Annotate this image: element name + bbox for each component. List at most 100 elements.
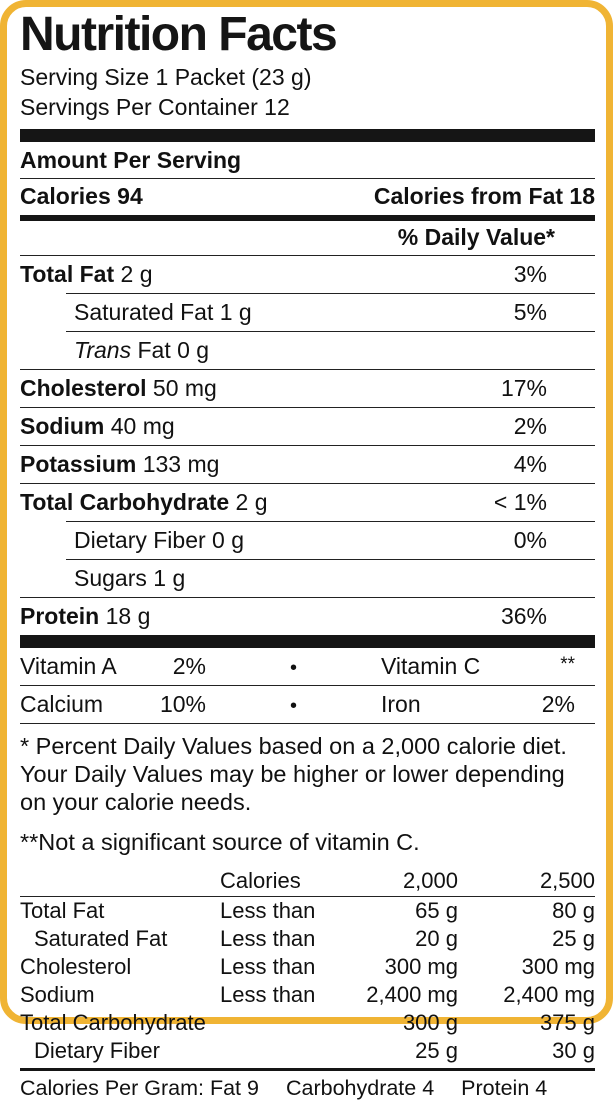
nutrition-facts-label: Nutrition Facts Serving Size 1 Packet (2… bbox=[20, 10, 595, 1101]
nutrient-amount: 133 mg bbox=[142, 450, 220, 477]
row-label: Total Carbohydrate bbox=[20, 1009, 206, 1035]
nutrient-dv: 36% bbox=[500, 602, 547, 629]
daily-values-footnote: * Percent Daily Values based on a 2,000 … bbox=[20, 732, 567, 815]
section-divider-bar bbox=[20, 634, 595, 648]
vitamin-c-footnote: **Not a significant source of vitamin C. bbox=[20, 828, 420, 855]
vitamin-value: ** bbox=[560, 653, 575, 675]
nutrient-row-sugars: Sugars 1 g bbox=[66, 558, 595, 597]
nutrient-row-trans-fat: Trans Fat 0 g bbox=[66, 330, 595, 369]
nutrient-dv: 3% bbox=[513, 260, 547, 287]
row-value-2000: 25 g bbox=[415, 1037, 458, 1063]
vitamin-row-a-c: Vitamin A 2% • Vitamin C ** bbox=[20, 648, 595, 685]
calories-divider-bar bbox=[20, 214, 595, 221]
bullet-separator: • bbox=[289, 656, 297, 679]
page-title: Nutrition Facts bbox=[20, 8, 338, 61]
bullet-separator: • bbox=[289, 694, 297, 717]
row-value-2500: 300 mg bbox=[521, 953, 595, 979]
row-value-2000: 20 g bbox=[415, 925, 458, 951]
vitamin-name: Iron bbox=[381, 690, 421, 717]
nutrient-amount: 0 g bbox=[177, 336, 210, 363]
nutrient-row-protein: Protein 18 g 36% bbox=[20, 596, 595, 635]
daily-values-table: Calories 2,000 2,500 Total Fat Less than… bbox=[20, 866, 595, 1065]
table-row-sodium: Sodium Less than 2,400 mg 2,400 mg bbox=[20, 981, 595, 1009]
nutrient-row-total-carbohydrate: Total Carbohydrate 2 g < 1% bbox=[20, 482, 595, 521]
nutrient-name-italic: Trans bbox=[74, 336, 132, 363]
nutrient-row-potassium: Potassium 133 mg 4% bbox=[20, 444, 595, 483]
nutrient-name: Saturated Fat bbox=[74, 298, 214, 325]
calories-per-gram-carbohydrate: Carbohydrate 4 bbox=[285, 1075, 435, 1100]
table-row-cholesterol: Cholesterol Less than 300 mg 300 mg bbox=[20, 953, 595, 981]
row-qualifier: Less than bbox=[220, 953, 316, 979]
row-label: Dietary Fiber bbox=[34, 1037, 160, 1063]
calories-row: Calories 94 Calories from Fat 18 bbox=[20, 177, 595, 215]
row-value-2500: 25 g bbox=[552, 925, 595, 951]
column-header-2000: 2,000 bbox=[402, 867, 458, 893]
nutrient-row-saturated-fat: Saturated Fat 1 g 5% bbox=[66, 292, 595, 331]
nutrient-amount: 1 g bbox=[153, 564, 186, 591]
vitamin-value: 2% bbox=[541, 690, 575, 717]
divider-line bbox=[20, 722, 595, 724]
calories-per-gram-fat: Calories Per Gram: Fat 9 bbox=[20, 1075, 259, 1100]
column-header-calories: Calories bbox=[220, 867, 301, 893]
row-value-2500: 80 g bbox=[552, 897, 595, 923]
vitamin-value: 10% bbox=[159, 690, 206, 717]
table-row-saturated-fat: Saturated Fat Less than 20 g 25 g bbox=[20, 925, 595, 953]
row-value-2500: 375 g bbox=[539, 1009, 595, 1035]
nutrient-row-total-fat: Total Fat 2 g 3% bbox=[20, 254, 595, 293]
row-qualifier: Less than bbox=[220, 981, 316, 1007]
row-label: Sodium bbox=[20, 981, 95, 1007]
table-row-total-carbohydrate: Total Carbohydrate 300 g 375 g bbox=[20, 1009, 595, 1037]
nutrient-amount: 2 g bbox=[235, 488, 268, 515]
nutrient-name: Sodium bbox=[20, 412, 105, 439]
nutrient-name: Total Fat bbox=[20, 260, 115, 287]
nutrient-amount: 1 g bbox=[219, 298, 252, 325]
nutrient-dv: 0% bbox=[513, 526, 547, 553]
nutrient-row-cholesterol: Cholesterol 50 mg 17% bbox=[20, 368, 595, 407]
nutrient-amount: 0 g bbox=[212, 526, 245, 553]
vitamin-row-calcium-iron: Calcium 10% • Iron 2% bbox=[20, 686, 595, 723]
nutrient-dv: 17% bbox=[500, 374, 547, 401]
nutrient-amount: 18 g bbox=[105, 602, 151, 629]
row-value-2000: 2,400 mg bbox=[366, 981, 458, 1007]
amount-per-serving-heading: Amount Per Serving bbox=[20, 146, 242, 173]
table-header-row: Calories 2,000 2,500 bbox=[20, 866, 595, 897]
row-value-2500: 2,400 mg bbox=[503, 981, 595, 1007]
serving-size: Serving Size 1 Packet (23 g) bbox=[20, 63, 312, 90]
row-value-2000: 300 g bbox=[402, 1009, 458, 1035]
nutrient-dv: 4% bbox=[513, 450, 547, 477]
nutrient-name: Potassium bbox=[20, 450, 137, 477]
servings-per-container: Servings Per Container 12 bbox=[20, 93, 290, 120]
nutrient-row-sodium: Sodium 40 mg 2% bbox=[20, 406, 595, 445]
divider-line bbox=[20, 684, 595, 686]
row-value-2000: 65 g bbox=[415, 897, 458, 923]
nutrient-row-dietary-fiber: Dietary Fiber 0 g 0% bbox=[66, 520, 595, 559]
vitamin-value: 2% bbox=[172, 652, 206, 679]
nutrient-name: Dietary Fiber bbox=[74, 526, 206, 553]
vitamin-name: Vitamin C bbox=[381, 652, 481, 679]
nutrient-name: Protein bbox=[20, 602, 100, 629]
nutrient-name: Sugars bbox=[74, 564, 147, 591]
row-qualifier: Less than bbox=[220, 897, 316, 923]
nutrient-amount: 2 g bbox=[120, 260, 153, 287]
table-row-dietary-fiber: Dietary Fiber 25 g 30 g bbox=[20, 1037, 595, 1065]
table-row-total-fat: Total Fat Less than 65 g 80 g bbox=[20, 897, 595, 925]
row-label: Saturated Fat bbox=[34, 925, 168, 951]
daily-value-header: % Daily Value* bbox=[397, 223, 555, 250]
nutrient-dv: 2% bbox=[513, 412, 547, 439]
calories-per-gram-row: Calories Per Gram: Fat 9 Carbohydrate 4 … bbox=[20, 1071, 595, 1101]
section-divider-bar bbox=[20, 128, 595, 142]
nutrient-name: Fat bbox=[137, 336, 171, 363]
calories-value: Calories 94 bbox=[20, 182, 143, 209]
row-qualifier: Less than bbox=[220, 925, 316, 951]
nutrient-amount: 40 mg bbox=[110, 412, 175, 439]
nutrient-dv: < 1% bbox=[493, 488, 547, 515]
column-header-2500: 2,500 bbox=[539, 867, 595, 893]
nutrient-amount: 50 mg bbox=[152, 374, 217, 401]
vitamin-name: Calcium bbox=[20, 690, 104, 717]
nutrient-name: Total Carbohydrate bbox=[20, 488, 230, 515]
calories-per-gram-protein: Protein 4 bbox=[461, 1075, 548, 1100]
row-label: Cholesterol bbox=[20, 953, 132, 979]
calories-from-fat-value: Calories from Fat 18 bbox=[373, 182, 595, 209]
nutrient-dv: 5% bbox=[513, 298, 547, 325]
row-value-2500: 30 g bbox=[552, 1037, 595, 1063]
